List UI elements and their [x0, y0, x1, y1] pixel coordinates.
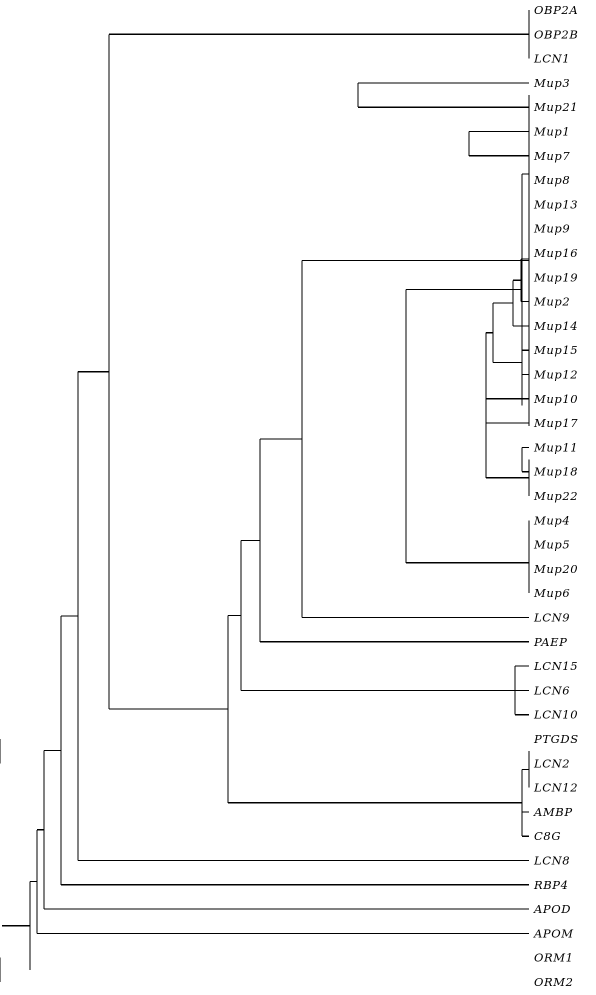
leaf-label: LCN8: [533, 854, 570, 868]
leaf-label: RBP4: [533, 878, 569, 892]
leaf-label: Mup15: [533, 343, 578, 357]
leaf-label: Mup13: [533, 197, 578, 211]
leaf-label: Mup1: [533, 125, 570, 139]
leaf-label: PAEP: [533, 635, 568, 649]
leaf-label: LCN9: [533, 611, 570, 625]
leaf-label: Mup20: [533, 562, 578, 576]
leaf-label: Mup3: [533, 76, 570, 90]
leaf-label: Mup12: [533, 368, 578, 382]
leaf-label: Mup18: [533, 465, 578, 479]
leaf-label: ORM2: [534, 975, 574, 989]
leaf-label: Mup14: [533, 319, 578, 333]
leaf-label: Mup9: [533, 222, 570, 236]
leaf-label: Mup4: [533, 513, 570, 527]
leaf-label: Mup8: [533, 173, 570, 187]
leaf-label: Mup22: [533, 489, 578, 503]
leaf-label: Mup21: [533, 100, 578, 114]
leaf-label: Mup11: [533, 440, 578, 454]
leaf-label: LCN6: [533, 683, 570, 697]
leaf-label: LCN12: [533, 781, 578, 795]
leaf-label: OBP2B: [534, 27, 578, 41]
leaf-label: Mup2: [533, 295, 570, 309]
leaf-label: Mup7: [533, 149, 570, 163]
leaf-label: Mup6: [533, 586, 570, 600]
leaf-label: Mup16: [533, 246, 578, 260]
leaf-label: ORM1: [534, 951, 574, 965]
leaf-label: LCN1: [533, 52, 570, 66]
leaf-label: LCN15: [533, 659, 578, 673]
leaf-label: OBP2A: [534, 3, 578, 17]
leaf-label: Mup17: [533, 416, 578, 430]
leaf-label: AMBP: [533, 805, 573, 819]
leaf-label: LCN10: [533, 708, 578, 722]
leaf-label: Mup5: [533, 538, 570, 552]
leaf-label: PTGDS: [533, 732, 579, 746]
leaf-label: APOD: [533, 902, 571, 916]
leaf-label: Mup19: [533, 270, 578, 284]
leaf-labels: OBP2A OBP2B LCN1 Mup3 Mup21 Mup1 Mup7 Mup8 Mup13…: [533, 3, 579, 989]
leaf-label: Mup10: [533, 392, 578, 406]
leaf-label: C8G: [534, 829, 561, 843]
leaf-label: LCN2: [533, 756, 570, 770]
tree-branches: [0, 10, 530, 982]
leaf-label: APOM: [533, 926, 574, 940]
